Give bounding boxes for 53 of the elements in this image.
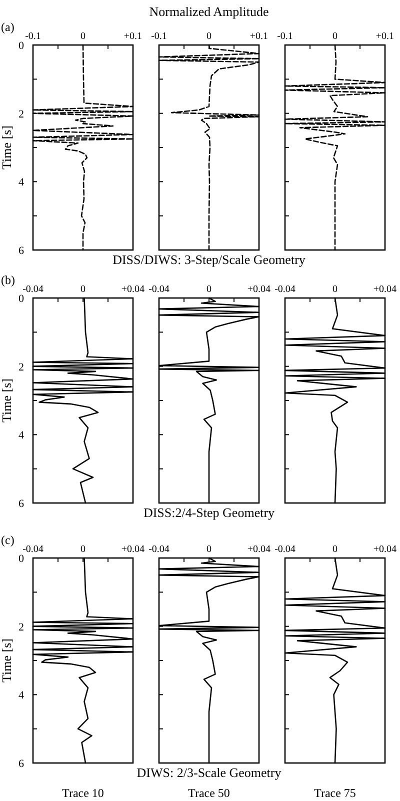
x-axis-title: Trace 75 (314, 786, 356, 800)
y-tick-label: 0 (18, 40, 24, 52)
x-tick-label: +0.1 (124, 31, 142, 42)
y-tick-label: 2 (18, 108, 24, 120)
x-tick-label: -0.04 (148, 284, 170, 295)
text: DISS/DIWS: 3-Step/Scale Geometry (112, 252, 306, 267)
x-tick-label: 0 (332, 544, 338, 555)
x-tick-label: 0 (206, 544, 212, 555)
x-axis-title: Trace 10 (62, 786, 104, 800)
y-tick-label: 6 (18, 498, 24, 510)
chart-title: Normalized Amplitude (149, 4, 269, 19)
text: DIWS: 2/3-Scale Geometry (136, 765, 282, 780)
y-tick-label: 2 (18, 621, 24, 634)
x-tick-label: +0.04 (121, 544, 145, 555)
y-tick-label: 4 (18, 176, 24, 189)
x-tick-label: +0.1 (250, 31, 268, 42)
x-tick-label: -0.04 (148, 544, 170, 555)
x-tick-label: +0.04 (247, 284, 271, 295)
y-tick-label: 6 (18, 245, 24, 257)
text: DISS:2/4-Step Geometry (143, 505, 276, 520)
y-axis-title: Time [s] (0, 378, 14, 422)
x-tick-label: -0.04 (22, 284, 44, 295)
text: (b) (1, 273, 15, 287)
line-series (32, 44, 134, 251)
x-tick-label: -0.1 (277, 31, 293, 42)
x-tick-label: +0.04 (247, 544, 271, 555)
text: (c) (1, 533, 14, 547)
y-tick-label: 0 (18, 293, 24, 305)
y-tick-label: 4 (18, 430, 24, 442)
y-axis-title: Time [s] (0, 638, 14, 682)
x-tick-label: -0.1 (25, 31, 41, 42)
y-tick-label: 2 (18, 361, 24, 374)
x-tick-label: 0 (332, 31, 338, 42)
x-tick-label: +0.04 (373, 284, 397, 295)
y-axis-title: Time [s] (0, 126, 14, 170)
y-tick-label: 6 (18, 758, 24, 770)
x-tick-label: 0 (206, 284, 212, 295)
x-tick-label: 0 (80, 284, 86, 295)
x-tick-label: -0.1 (151, 31, 167, 42)
x-tick-label: 0 (80, 544, 86, 555)
text: (a) (1, 20, 14, 34)
x-tick-label: -0.04 (22, 544, 44, 555)
x-axis-title: Trace 50 (188, 786, 230, 800)
x-tick-label: -0.04 (274, 284, 296, 295)
x-tick-label: +0.1 (376, 31, 394, 42)
x-tick-label: +0.04 (373, 544, 397, 555)
x-tick-label: 0 (80, 31, 86, 42)
x-tick-label: 0 (332, 284, 338, 295)
y-tick-label: 0 (18, 553, 24, 565)
x-tick-label: +0.04 (121, 284, 145, 295)
y-tick-label: 4 (18, 690, 24, 702)
x-tick-label: -0.04 (274, 544, 296, 555)
x-tick-label: 0 (206, 31, 212, 42)
